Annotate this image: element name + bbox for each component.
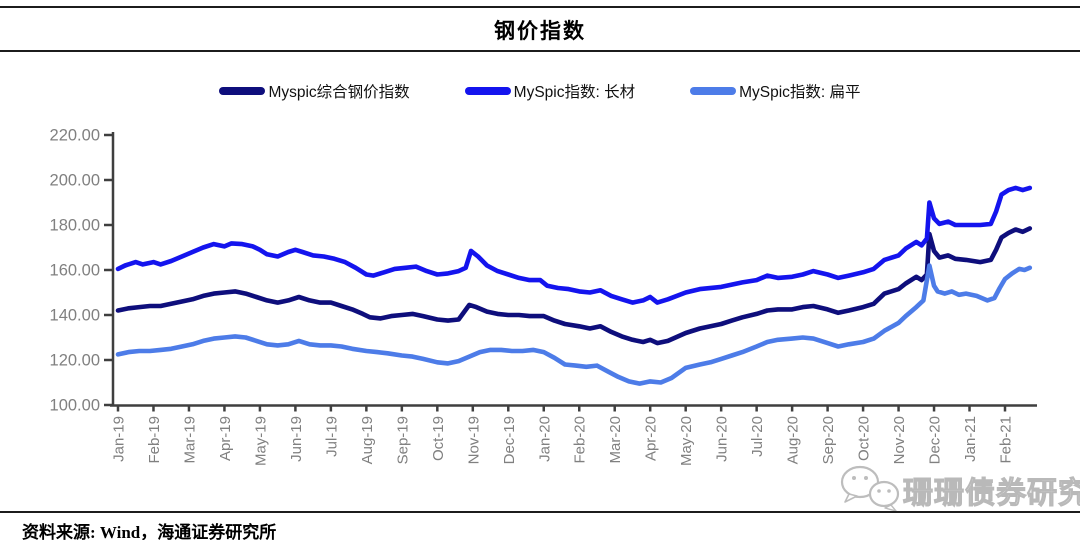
legend-swatch-0 bbox=[219, 87, 266, 95]
x-tick-label: Oct-19 bbox=[430, 416, 447, 461]
x-tick-label: Feb-21 bbox=[998, 416, 1015, 464]
legend-swatch-1 bbox=[464, 87, 511, 95]
x-tick-label: Dec-20 bbox=[927, 416, 944, 464]
x-tick-label: Feb-20 bbox=[572, 416, 589, 464]
x-tick-label: May-20 bbox=[678, 416, 695, 466]
chart-legend: Myspic综合钢价指数 MySpic指数: 长材 MySpic指数: 扁平 bbox=[0, 80, 1080, 102]
x-tick-label: Jul-19 bbox=[323, 416, 340, 457]
x-tick-label: Nov-19 bbox=[465, 416, 482, 464]
x-tick-label: Jan-19 bbox=[111, 416, 128, 462]
x-tick-label: Apr-19 bbox=[217, 416, 234, 461]
x-tick-label: Jan-20 bbox=[536, 416, 553, 462]
x-tick-label: Mar-20 bbox=[607, 416, 624, 464]
x-tick-label: Sep-19 bbox=[394, 416, 411, 464]
x-tick-label: Jun-19 bbox=[288, 416, 305, 462]
x-tick-label: Apr-20 bbox=[643, 416, 660, 461]
y-tick-label: 220.00 bbox=[50, 127, 100, 145]
x-tick-label: Jun-20 bbox=[714, 416, 731, 462]
legend-label-2: MySpic指数: 扁平 bbox=[739, 84, 861, 101]
page-title: 钢价指数 bbox=[494, 19, 586, 43]
wechat-logo-icon bbox=[840, 465, 900, 512]
bottom-divider bbox=[0, 511, 1080, 513]
x-tick-label: Nov-20 bbox=[891, 416, 908, 464]
y-tick-label: 120.00 bbox=[50, 352, 100, 370]
y-tick-label: 200.00 bbox=[50, 172, 100, 190]
legend-item-0: Myspic综合钢价指数 bbox=[219, 80, 410, 102]
x-tick-label: May-19 bbox=[252, 416, 269, 466]
series-line-2 bbox=[115, 263, 1033, 386]
top-divider bbox=[0, 6, 1080, 8]
x-tick-label: Jul-20 bbox=[749, 416, 766, 457]
legend-swatch-2 bbox=[690, 87, 737, 95]
x-tick-label: Dec-19 bbox=[501, 416, 518, 464]
legend-item-1: MySpic指数: 长材 bbox=[464, 80, 636, 102]
y-tick-label: 140.00 bbox=[50, 307, 100, 325]
y-tick-label: 100.00 bbox=[50, 397, 100, 415]
legend-item-2: MySpic指数: 扁平 bbox=[690, 80, 861, 102]
series-line-0 bbox=[115, 226, 1033, 346]
y-tick-label: 160.00 bbox=[50, 262, 100, 280]
watermark: 珊珊债券研究 bbox=[840, 465, 1080, 512]
x-tick-label: Mar-19 bbox=[181, 416, 198, 464]
legend-label-1: MySpic指数: 长材 bbox=[513, 84, 636, 101]
series-line-1 bbox=[115, 185, 1033, 305]
x-tick-label: Oct-20 bbox=[856, 416, 873, 461]
legend-label-0: Myspic综合钢价指数 bbox=[268, 84, 410, 101]
x-tick-label: Aug-19 bbox=[359, 416, 376, 464]
x-tick-label: Jan-21 bbox=[962, 416, 979, 462]
y-tick-label: 180.00 bbox=[50, 217, 100, 235]
watermark-text: 珊珊债券研究 bbox=[903, 476, 1080, 510]
source-note: 资料来源: Wind，海通证券研究所 bbox=[22, 523, 277, 540]
x-tick-label: Feb-19 bbox=[146, 416, 163, 464]
x-tick-label: Sep-20 bbox=[820, 416, 837, 464]
title-divider bbox=[0, 50, 1080, 52]
x-tick-label: Aug-20 bbox=[785, 416, 802, 464]
